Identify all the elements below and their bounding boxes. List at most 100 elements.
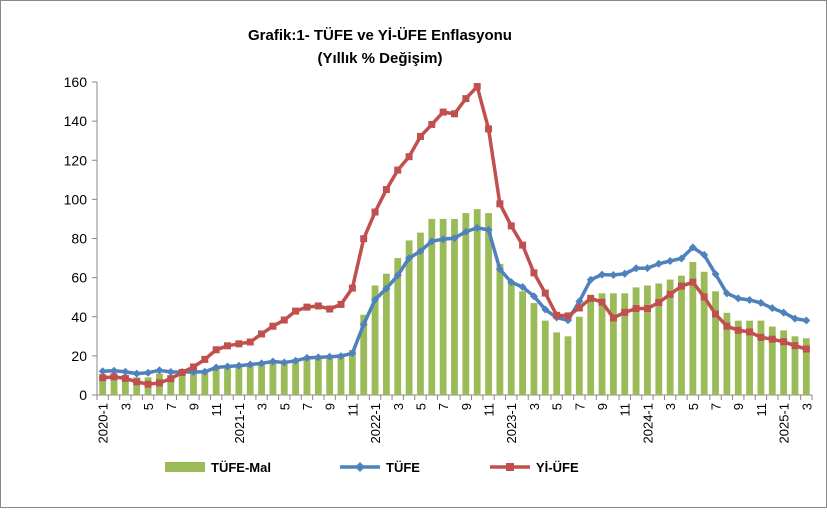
bar — [609, 293, 617, 395]
point — [212, 346, 220, 354]
point — [802, 345, 810, 353]
point — [564, 312, 572, 320]
point — [768, 335, 776, 343]
legend-marker — [355, 462, 365, 472]
point — [586, 275, 595, 284]
bar — [212, 367, 220, 395]
point — [178, 368, 186, 376]
x-tick-label: 9 — [459, 403, 474, 410]
x-tick-label: 3 — [391, 403, 406, 410]
point — [791, 342, 799, 350]
point — [393, 271, 402, 280]
point — [144, 368, 153, 377]
bar — [655, 283, 663, 395]
y-tick-label: 20 — [71, 348, 87, 364]
point — [257, 359, 266, 368]
legend-label: TÜFE-Mal — [211, 460, 271, 475]
point — [553, 311, 561, 319]
point — [314, 353, 323, 362]
point — [450, 234, 459, 243]
point — [575, 304, 583, 312]
y-tick-label: 80 — [71, 231, 87, 247]
bar — [99, 375, 107, 395]
x-tick-label: 2020-1 — [96, 403, 111, 443]
point — [700, 250, 709, 259]
bar — [121, 375, 129, 395]
point — [541, 289, 549, 297]
bar — [326, 355, 334, 395]
point — [519, 241, 527, 249]
bar — [700, 271, 708, 395]
point — [734, 326, 742, 334]
bar — [428, 218, 436, 395]
point — [507, 222, 515, 230]
point — [268, 357, 277, 366]
point — [371, 208, 379, 216]
point — [246, 338, 254, 346]
point — [666, 256, 675, 265]
bar — [405, 240, 413, 395]
point — [700, 293, 708, 301]
bar — [734, 320, 742, 395]
bar — [530, 303, 538, 395]
bar — [314, 355, 322, 395]
point — [303, 303, 311, 311]
bar — [246, 363, 254, 395]
point — [609, 314, 617, 322]
point — [133, 378, 141, 386]
x-tick-label: 11 — [345, 403, 360, 417]
point — [746, 328, 754, 336]
bar — [802, 338, 810, 395]
point — [620, 269, 629, 278]
point — [495, 265, 504, 274]
point — [779, 308, 788, 317]
x-tick-label: 3 — [255, 403, 270, 410]
point — [348, 284, 356, 292]
point — [621, 308, 629, 316]
point — [224, 342, 232, 350]
point — [359, 320, 368, 329]
x-tick-label: 9 — [323, 403, 338, 410]
point — [757, 333, 765, 341]
bar — [303, 357, 311, 395]
x-tick-label: 7 — [572, 403, 587, 410]
bar — [632, 287, 640, 395]
chart-subtitle: (Yıllık % Değişim) — [317, 50, 442, 67]
bar — [269, 361, 277, 395]
point — [189, 363, 197, 371]
point — [632, 264, 641, 273]
point — [643, 264, 652, 273]
point — [473, 83, 481, 91]
x-tick-label: 5 — [277, 403, 292, 410]
point — [655, 298, 663, 306]
bar — [473, 209, 481, 395]
legend-label: Yİ-ÜFE — [536, 460, 579, 475]
y-tick-label: 60 — [71, 270, 87, 286]
point — [132, 369, 141, 378]
point — [734, 294, 743, 303]
legend-marker — [506, 463, 514, 471]
x-tick-label: 9 — [595, 403, 610, 410]
point — [427, 237, 436, 246]
x-tick-label: 11 — [618, 403, 633, 417]
point — [416, 247, 425, 256]
point — [507, 278, 516, 287]
point — [756, 298, 765, 307]
bar — [235, 365, 243, 395]
point — [632, 304, 640, 312]
point — [292, 307, 300, 315]
bar — [666, 279, 674, 395]
x-tick-label: 3 — [118, 403, 133, 410]
bar — [462, 213, 470, 395]
point — [484, 225, 493, 234]
bar — [451, 218, 458, 395]
x-tick-label: 9 — [731, 403, 746, 410]
bar — [190, 373, 197, 395]
x-tick-label: 2021-1 — [232, 403, 247, 443]
point — [291, 356, 300, 365]
bar — [757, 320, 765, 395]
bar — [712, 291, 719, 395]
bar — [553, 332, 561, 395]
x-tick-label: 5 — [686, 403, 701, 410]
point — [155, 379, 163, 387]
